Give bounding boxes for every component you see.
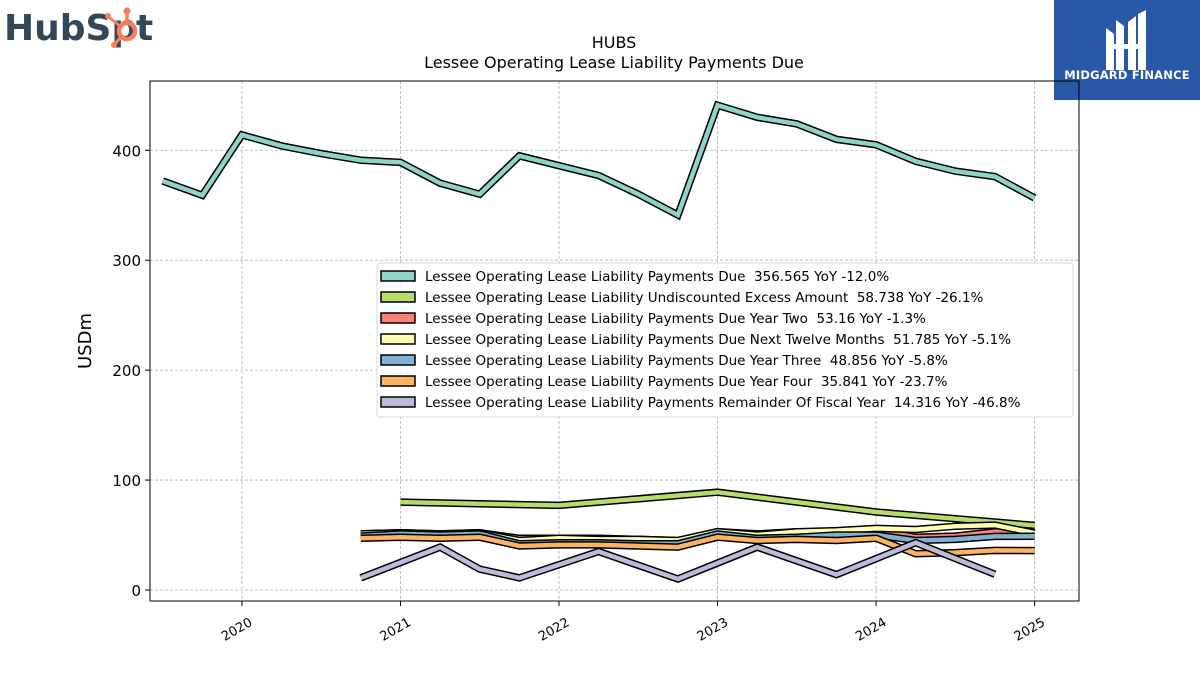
series-stroke: [400, 489, 1035, 528]
y-tick-label: 200: [112, 362, 141, 380]
x-axis-ticks: 2020 2021 2022 2023 2024 2025: [219, 601, 1048, 645]
legend-swatch: [380, 375, 416, 387]
hubspot-sprocket-icon: [105, 7, 138, 48]
legend-item: Lessee Operating Lease Liability Undisco…: [380, 290, 984, 306]
hubspot-logo: HubSp t: [4, 7, 153, 49]
plot-area-frame: [149, 80, 1080, 602]
legend-swatch: [380, 312, 416, 324]
midgard-finance-logo-text: MIDGARD FINANCE: [1064, 68, 1190, 82]
series-line-7: [359, 538, 997, 584]
midgard-finance-logo: MIDGARD FINANCE: [1054, 0, 1200, 100]
y-tick-label: 300: [112, 252, 141, 270]
y-axis-ticks: 0 100 200 300 400: [112, 142, 150, 600]
hubspot-logo-text-end: t: [136, 8, 153, 49]
legend-item: Lessee Operating Lease Liability Payment…: [380, 374, 948, 390]
chart-title: HUBS: [592, 33, 637, 52]
x-tick-label: 2020: [219, 615, 255, 645]
midgard-emblem-icon: [1106, 10, 1146, 70]
legend-frame: [376, 262, 1074, 418]
legend-swatch: [380, 354, 416, 366]
legend-label: Lessee Operating Lease Liability Payment…: [425, 374, 948, 390]
x-tick-label: 2024: [853, 615, 889, 645]
chart-subtitle: Lessee Operating Lease Liability Payment…: [424, 53, 804, 72]
legend-swatch: [380, 270, 416, 282]
series-line-6: [360, 533, 1035, 558]
x-tick-label: 2025: [1012, 615, 1048, 645]
legend-item: Lessee Operating Lease Liability Payment…: [380, 269, 889, 285]
legend: Lessee Operating Lease Liability Payment…: [376, 262, 1074, 418]
legend-item: Lessee Operating Lease Liability Payment…: [380, 311, 926, 327]
series-stroke: [359, 540, 996, 582]
legend-item: Lessee Operating Lease Liability Payment…: [380, 395, 1021, 411]
legend-label: Lessee Operating Lease Liability Payment…: [425, 395, 1021, 411]
series-stroke: [360, 534, 1035, 556]
legend-item: Lessee Operating Lease Liability Payment…: [380, 353, 948, 369]
legend-swatch: [380, 291, 416, 303]
series-line-2: [400, 488, 1035, 530]
legend-item: Lessee Operating Lease Liability Payment…: [380, 332, 1011, 348]
legend-label: Lessee Operating Lease Liability Payment…: [425, 332, 1011, 348]
legend-swatch: [380, 396, 416, 408]
series-line-1: [161, 100, 1037, 221]
legend-swatch: [380, 333, 416, 345]
x-tick-label: 2023: [695, 615, 731, 645]
y-tick-label: 400: [112, 142, 141, 160]
y-tick-label: 100: [112, 472, 141, 490]
legend-label: Lessee Operating Lease Liability Payment…: [425, 269, 889, 285]
x-tick-label: 2022: [536, 615, 572, 645]
legend-label: Lessee Operating Lease Liability Payment…: [425, 311, 926, 327]
x-tick-label: 2021: [378, 615, 414, 645]
legend-label: Lessee Operating Lease Liability Payment…: [425, 353, 948, 369]
y-tick-label: 0: [131, 582, 141, 600]
series-stroke: [161, 102, 1036, 219]
y-axis-label: USDm: [75, 313, 96, 369]
legend-label: Lessee Operating Lease Liability Undisco…: [425, 290, 984, 306]
series-layer: [161, 100, 1037, 584]
series-outline: [161, 100, 1037, 221]
